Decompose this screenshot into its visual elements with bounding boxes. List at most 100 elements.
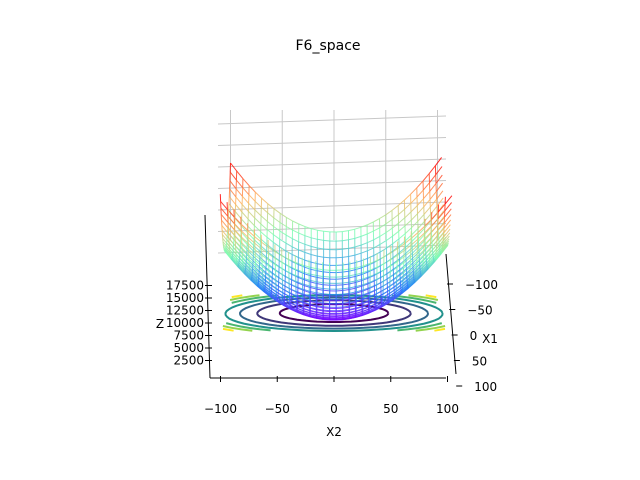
- surface-wire: [369, 273, 378, 277]
- gridline-z: [217, 244, 447, 254]
- surface-wire: [379, 223, 387, 229]
- surface-wire: [404, 211, 412, 219]
- surface-wire: [424, 226, 432, 235]
- surface-wire: [316, 317, 324, 320]
- surface-wire: [316, 316, 324, 319]
- surface-wire: [400, 276, 408, 283]
- surface-wire: [252, 260, 260, 268]
- surface-wire: [389, 291, 397, 297]
- surface-wire: [317, 238, 324, 241]
- surface-wire: [413, 271, 421, 280]
- surface-wire: [322, 298, 330, 300]
- surface-wire: [430, 218, 439, 227]
- surface-wire: [414, 274, 423, 282]
- surface-wire: [407, 278, 415, 285]
- surface-wire: [302, 264, 310, 268]
- surface-wire: [437, 210, 446, 220]
- surface-wire: [310, 310, 317, 314]
- surface-wire: [261, 260, 270, 267]
- surface-wire: [322, 309, 330, 312]
- surface-wire: [288, 283, 297, 288]
- surface-wire: [361, 271, 368, 276]
- surface-wire: [342, 306, 350, 309]
- surface-wire: [423, 243, 431, 251]
- surface-wire: [254, 217, 262, 225]
- surface-wire: [376, 289, 384, 295]
- surface-wire: [348, 246, 355, 249]
- surface-wire: [400, 282, 408, 289]
- surface-wire: [298, 264, 305, 268]
- surface-wire: [369, 284, 377, 288]
- surface-wire: [323, 278, 330, 280]
- surface-wire: [309, 315, 317, 318]
- chart-title: F6_space: [295, 38, 360, 54]
- surface-wire: [342, 309, 350, 312]
- surface-wire: [435, 174, 443, 184]
- surface-wire: [398, 233, 406, 240]
- surface-wire: [421, 264, 430, 273]
- surface-wire: [248, 185, 256, 193]
- surface-wire: [355, 312, 363, 316]
- surface-wire: [296, 310, 304, 315]
- surface-wire: [424, 232, 432, 241]
- surface-wire: [349, 315, 357, 319]
- surface-wire: [404, 227, 412, 234]
- surface-wire: [422, 252, 431, 260]
- surface-wire: [362, 291, 370, 296]
- surface-wire: [239, 246, 248, 255]
- surface-wire: [259, 251, 267, 258]
- surface-wire: [316, 314, 324, 317]
- surface-wire: [418, 249, 426, 257]
- surface-wire: [360, 250, 368, 254]
- surface-wire: [259, 256, 267, 264]
- surface-wire: [435, 182, 444, 192]
- surface-wire: [423, 199, 431, 208]
- surface-wire: [248, 211, 256, 219]
- surface-wire: [348, 228, 355, 232]
- surface-wire: [249, 275, 258, 283]
- surface-wire: [366, 221, 374, 226]
- surface-wire: [270, 296, 278, 302]
- gridline-z: [217, 158, 447, 168]
- surface-wire: [342, 303, 350, 305]
- surface-wire: [275, 288, 284, 294]
- surface-wire: [317, 229, 324, 232]
- surface-wire: [260, 231, 268, 238]
- surface-wire: [274, 251, 283, 257]
- surface-wire: [416, 254, 424, 262]
- x-axis-ticks: −100 −50 0 50 100: [204, 376, 459, 416]
- surface-wire: [356, 265, 364, 269]
- surface-wire: [291, 273, 299, 278]
- surface-wire: [249, 273, 257, 281]
- surface-wire: [322, 288, 330, 290]
- surface-wire: [424, 225, 432, 234]
- surface-wire: [437, 203, 446, 213]
- surface-wire: [256, 279, 264, 286]
- surface-wire: [367, 274, 375, 279]
- surface-wire: [236, 262, 244, 270]
- surface-wire: [323, 310, 330, 313]
- surface-wire: [308, 266, 317, 270]
- surface-wire: [409, 272, 417, 280]
- surface-wire: [237, 265, 245, 273]
- surface-wire: [245, 267, 253, 275]
- surface-wire: [286, 216, 293, 222]
- surface-wire: [240, 231, 248, 240]
- surface-wire: [252, 255, 261, 263]
- surface-wire: [256, 281, 264, 288]
- surface-wire: [406, 273, 414, 281]
- surface-wire: [323, 256, 330, 259]
- surface-wire: [355, 313, 363, 317]
- surface-wire: [424, 220, 432, 229]
- surface-wire: [423, 247, 431, 256]
- surface-wire: [273, 234, 280, 240]
- surface-wire: [310, 245, 318, 249]
- surface-wire: [304, 259, 312, 263]
- z-tick-label: 15000: [166, 291, 204, 305]
- surface-wire: [246, 249, 254, 257]
- surface-wire: [269, 289, 277, 296]
- surface-wire: [323, 271, 330, 273]
- surface-wire: [383, 252, 391, 258]
- surface-wire: [409, 256, 418, 263]
- surface-wire: [267, 246, 276, 253]
